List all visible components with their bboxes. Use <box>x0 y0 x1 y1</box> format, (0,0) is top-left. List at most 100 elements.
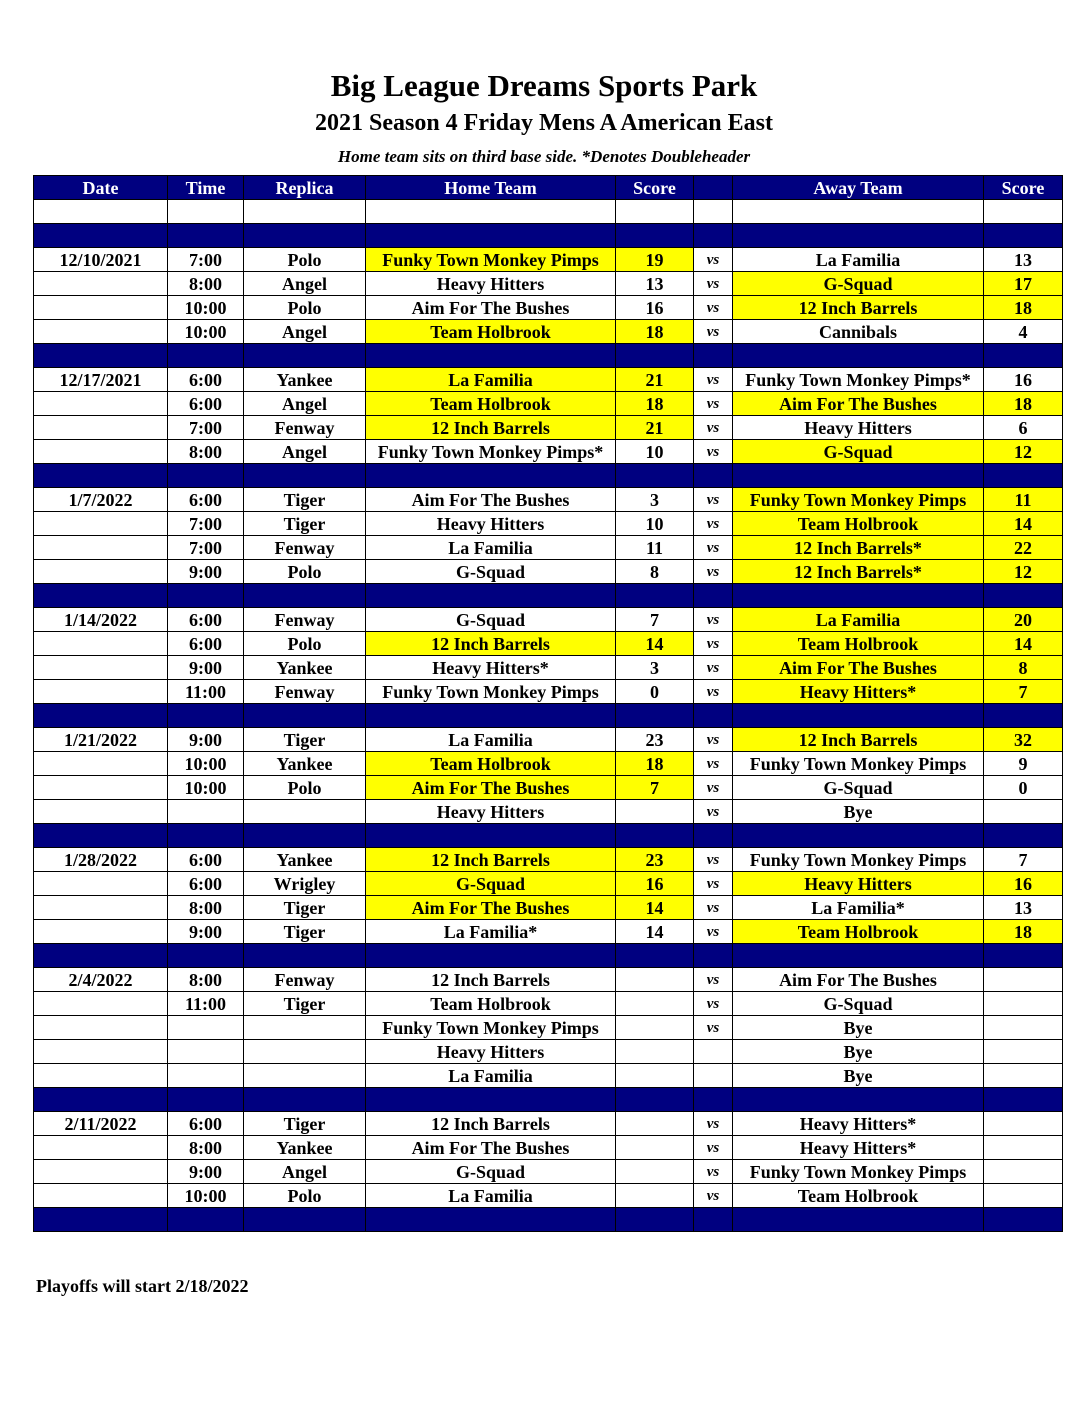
empty-cell <box>615 583 694 608</box>
field-cell: Polo <box>243 775 366 800</box>
away-score-cell: 14 <box>983 511 1063 536</box>
empty-cell <box>732 703 984 728</box>
vs-cell: vs <box>693 367 733 392</box>
away-score-cell: 6 <box>983 415 1063 440</box>
empty-cell <box>33 1207 168 1232</box>
field-cell: Tiger <box>243 895 366 920</box>
empty-cell <box>983 583 1063 608</box>
home-team-cell: La Familia <box>365 1183 616 1208</box>
home-score-cell <box>615 799 694 824</box>
date-cell <box>33 1183 168 1208</box>
game-row: 6:00 Wrigley G-Squad 16 vs Heavy Hitters 16 <box>33 871 1063 896</box>
home-team-cell: La Familia <box>365 1063 616 1088</box>
home-score-cell <box>615 1063 694 1088</box>
away-team-cell: 12 Inch Barrels <box>732 727 984 752</box>
game-row: Heavy Hitters vs Bye <box>33 799 1063 824</box>
game-row: 2/4/2022 8:00 Fenway 12 Inch Barrels vs Aim F… <box>33 967 1063 992</box>
away-score-cell: 7 <box>983 679 1063 704</box>
vs-cell: vs <box>693 415 733 440</box>
date-cell <box>33 751 168 776</box>
field-cell: Fenway <box>243 415 366 440</box>
vs-cell: vs <box>693 727 733 752</box>
empty-cell <box>732 343 984 368</box>
away-team-cell: Funky Town Monkey Pimps* <box>732 367 984 392</box>
home-team-cell: Aim For The Bushes <box>365 895 616 920</box>
away-team-cell: Funky Town Monkey Pimps <box>732 847 984 872</box>
vs-cell: vs <box>693 511 733 536</box>
empty-cell <box>732 943 984 968</box>
column-header <box>693 175 733 200</box>
home-score-cell <box>615 1159 694 1184</box>
empty-cell <box>243 1087 366 1112</box>
empty-cell <box>365 223 616 248</box>
away-score-cell: 22 <box>983 535 1063 560</box>
empty-cell <box>243 343 366 368</box>
empty-cell <box>243 1207 366 1232</box>
empty-cell <box>615 943 694 968</box>
date-cell <box>33 1063 168 1088</box>
empty-cell <box>693 463 733 488</box>
time-cell: 7:00 <box>167 535 244 560</box>
away-score-cell <box>983 799 1063 824</box>
home-score-cell: 0 <box>615 679 694 704</box>
away-score-cell: 7 <box>983 847 1063 872</box>
empty-cell <box>693 703 733 728</box>
away-score-cell: 8 <box>983 655 1063 680</box>
week-separator <box>33 823 1063 848</box>
field-cell: Polo <box>243 247 366 272</box>
game-row: 8:00 Angel Heavy Hitters 13 vs G-Squad 17 <box>33 271 1063 296</box>
empty-cell <box>33 223 168 248</box>
date-cell <box>33 895 168 920</box>
time-cell: 9:00 <box>167 919 244 944</box>
date-cell <box>33 679 168 704</box>
game-row: Funky Town Monkey Pimps vs Bye <box>33 1015 1063 1040</box>
away-team-cell: Aim For The Bushes <box>732 967 984 992</box>
time-cell: 8:00 <box>167 895 244 920</box>
away-team-cell: Funky Town Monkey Pimps <box>732 751 984 776</box>
home-score-cell <box>615 991 694 1016</box>
time-cell: 6:00 <box>167 631 244 656</box>
vs-cell: vs <box>693 679 733 704</box>
blank-row <box>33 199 1063 224</box>
empty-cell <box>167 223 244 248</box>
date-cell <box>33 271 168 296</box>
date-cell: 12/17/2021 <box>33 367 168 392</box>
away-score-cell: 9 <box>983 751 1063 776</box>
field-cell: Tiger <box>243 727 366 752</box>
date-cell <box>33 1135 168 1160</box>
empty-cell <box>983 823 1063 848</box>
date-cell <box>33 1159 168 1184</box>
home-team-cell: G-Squad <box>365 871 616 896</box>
empty-cell <box>33 583 168 608</box>
away-team-cell: G-Squad <box>732 271 984 296</box>
empty-cell <box>615 823 694 848</box>
empty-cell <box>365 463 616 488</box>
vs-cell: vs <box>693 391 733 416</box>
away-score-cell <box>983 1159 1063 1184</box>
away-team-cell: Team Holbrook <box>732 1183 984 1208</box>
field-cell: Tiger <box>243 511 366 536</box>
field-cell: Polo <box>243 295 366 320</box>
home-score-cell: 10 <box>615 439 694 464</box>
away-score-cell <box>983 991 1063 1016</box>
game-row: 10:00 Angel Team Holbrook 18 vs Cannibals 4 <box>33 319 1063 344</box>
home-team-cell: 12 Inch Barrels <box>365 967 616 992</box>
time-cell <box>167 1039 244 1064</box>
away-team-cell: Bye <box>732 1015 984 1040</box>
date-cell <box>33 775 168 800</box>
empty-cell <box>732 463 984 488</box>
empty-cell <box>167 1087 244 1112</box>
header-row: Date Time Replica Home Team Score Away Team Sc… <box>33 175 1063 200</box>
vs-cell: vs <box>693 847 733 872</box>
home-team-cell: La Familia <box>365 727 616 752</box>
time-cell: 10:00 <box>167 295 244 320</box>
date-cell <box>33 319 168 344</box>
home-score-cell: 23 <box>615 727 694 752</box>
away-team-cell: Cannibals <box>732 319 984 344</box>
week-separator <box>33 223 1063 248</box>
empty-cell <box>732 199 984 224</box>
vs-cell: vs <box>693 1183 733 1208</box>
game-row: 10:00 Polo La Familia vs Team Holbrook <box>33 1183 1063 1208</box>
home-team-cell: Aim For The Bushes <box>365 295 616 320</box>
away-team-cell: Heavy Hitters* <box>732 1111 984 1136</box>
